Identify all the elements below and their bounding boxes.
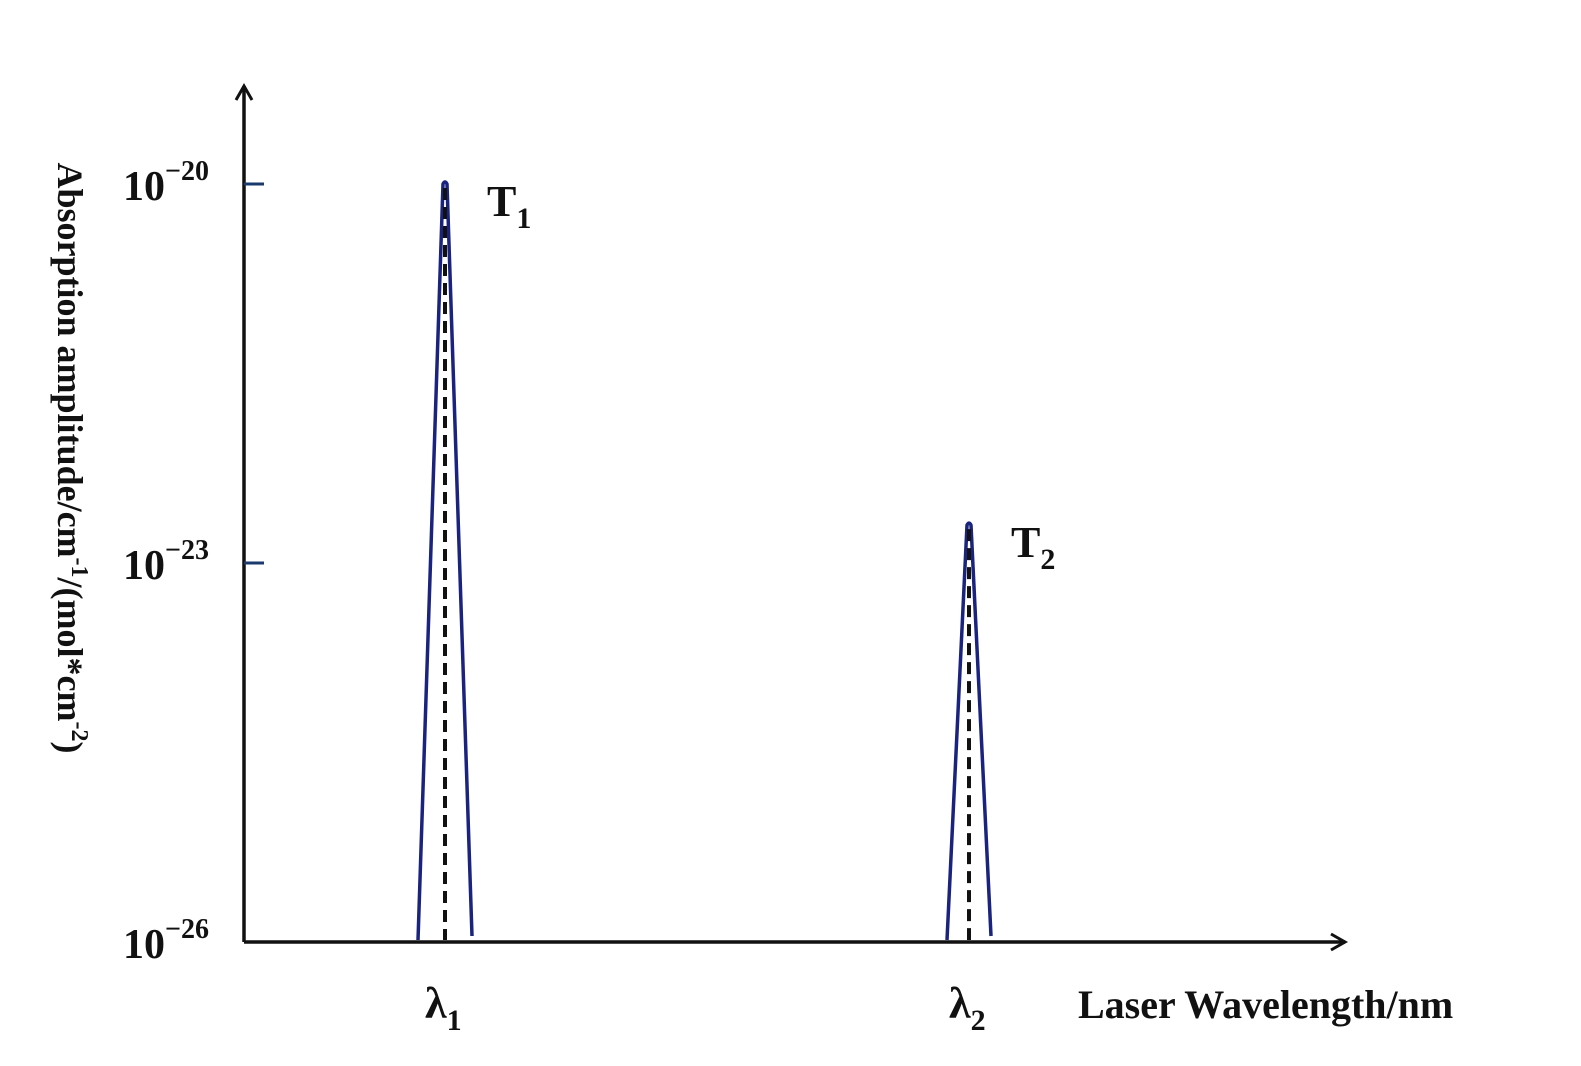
- y-ticks-group: 10−20 10−23 10−26: [123, 156, 264, 968]
- peak-label-t1: T1: [487, 177, 531, 235]
- peak-label-t2: T2: [1011, 518, 1055, 576]
- peak-outline-t2: [945, 521, 993, 941]
- x-tick-label: λ2: [949, 979, 986, 1037]
- y-tick-label: 10−23: [123, 535, 209, 589]
- y-axis-label: Absorption amplitude/cm-1/(mol*cm-2): [50, 163, 92, 754]
- peaks-group: T1 T2: [416, 177, 1055, 941]
- x-axis-label: Laser Wavelength/nm: [1078, 982, 1453, 1027]
- y-tick-label: 10−20: [123, 156, 209, 210]
- peak-outline-t1: [416, 180, 474, 941]
- x-tick-label: λ1: [425, 979, 462, 1037]
- x-ticks-group: λ1 λ2: [425, 979, 986, 1037]
- y-tick-label: 10−26: [123, 914, 209, 968]
